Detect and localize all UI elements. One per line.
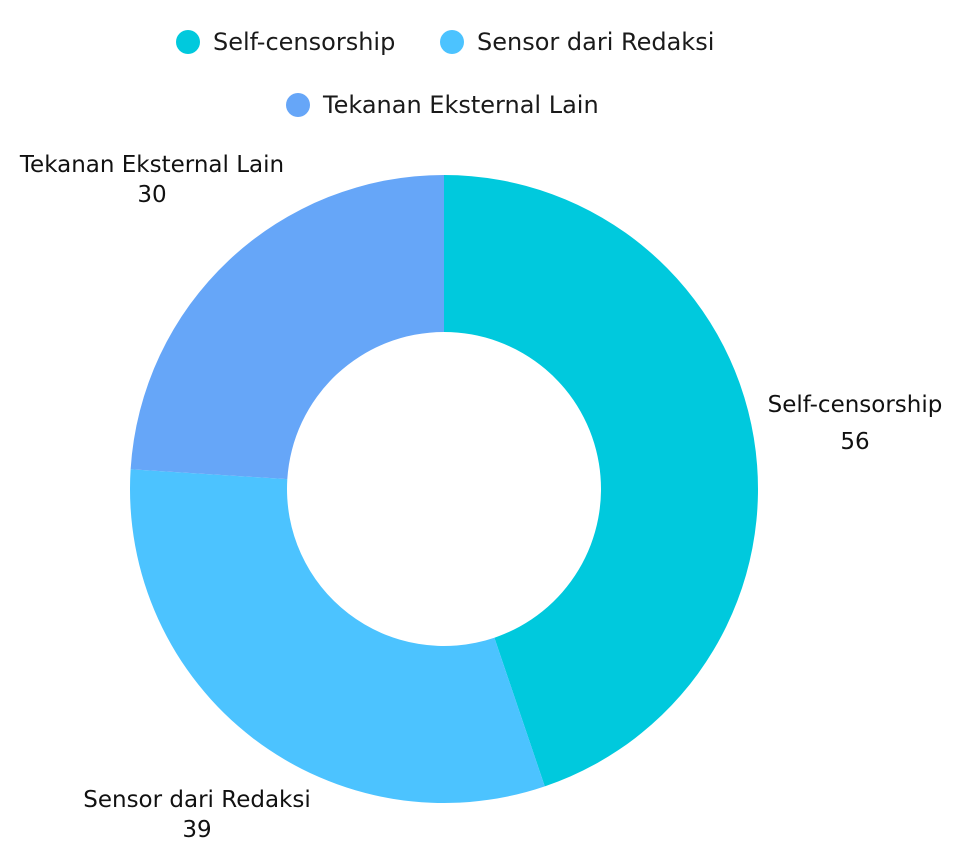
slice-self-censorship[interactable]: [444, 175, 758, 787]
slice-value-label: 30: [137, 182, 166, 208]
slice-label-tekanan-eksternal-lain: Tekanan Eksternal Lain 30: [19, 152, 284, 208]
legend-item-self-censorship[interactable]: Self-censorship: [176, 28, 395, 56]
slice-sensor-dari-redaksi[interactable]: [129, 469, 545, 804]
slice-value-label: 56: [840, 429, 869, 455]
legend-label: Tekanan Eksternal Lain: [322, 91, 599, 119]
legend-swatch: [286, 93, 310, 117]
slice-value-label: 39: [182, 817, 211, 843]
legend-label: Self-censorship: [213, 28, 395, 56]
slice-category-label: Tekanan Eksternal Lain: [19, 152, 284, 178]
slice-label-self-censorship: Self-censorship 56: [768, 392, 943, 455]
legend-item-sensor-dari-redaksi[interactable]: Sensor dari Redaksi: [440, 28, 714, 56]
legend-swatch: [440, 30, 464, 54]
slice-tekanan-eksternal-lain[interactable]: [130, 175, 444, 480]
slice-category-label: Self-censorship: [768, 392, 943, 418]
donut-slices: [129, 175, 758, 804]
slice-label-sensor-dari-redaksi: Sensor dari Redaksi 39: [83, 787, 310, 843]
slice-category-label: Sensor dari Redaksi: [83, 787, 310, 813]
chart-legend: Self-censorship Sensor dari Redaksi Tekana…: [176, 28, 714, 119]
legend-swatch: [176, 30, 200, 54]
slice-labels: Self-censorship 56 Sensor dari Redaksi 39 Te…: [19, 152, 942, 843]
legend-item-tekanan-eksternal-lain[interactable]: Tekanan Eksternal Lain: [286, 91, 599, 119]
legend-label: Sensor dari Redaksi: [477, 28, 714, 56]
